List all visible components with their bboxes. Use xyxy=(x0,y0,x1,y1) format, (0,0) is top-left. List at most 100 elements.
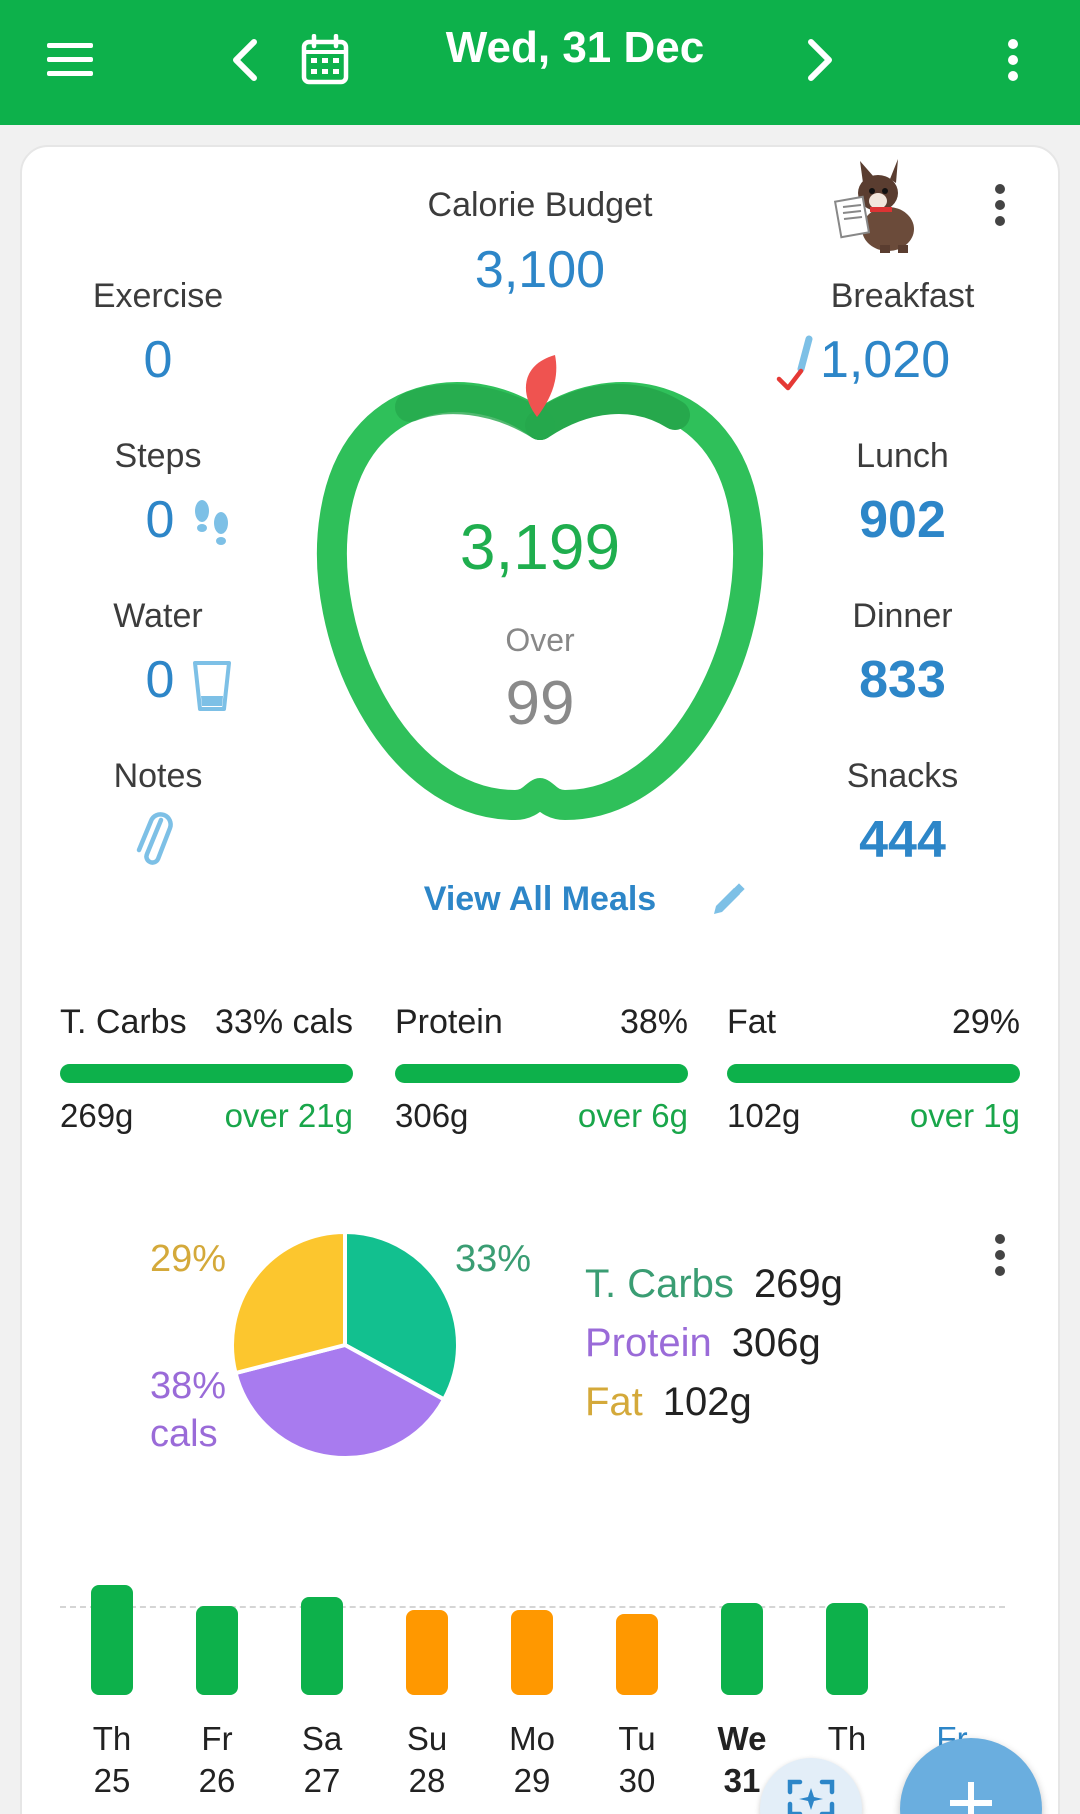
legend-label: Fat xyxy=(585,1380,643,1424)
over-value: 99 xyxy=(505,669,575,738)
legend-grams: 306g xyxy=(731,1321,821,1365)
macro-name: Protein xyxy=(395,1003,503,1041)
legend-item: Protein 306g xyxy=(585,1321,821,1366)
day-label[interactable]: Fr 26 xyxy=(177,1718,257,1802)
legend-grams: 102g xyxy=(662,1380,752,1424)
day-of-week: Th xyxy=(827,1720,867,1757)
more-vert-icon[interactable] xyxy=(985,20,1040,100)
day-date: 31 xyxy=(723,1762,761,1799)
macro-pie-chart[interactable] xyxy=(225,1225,465,1465)
paperclip-icon[interactable] xyxy=(135,810,175,870)
macro-progress-bar xyxy=(395,1064,688,1083)
day-bar[interactable] xyxy=(196,1606,238,1695)
day-of-week: Tu xyxy=(618,1720,656,1757)
day-bar[interactable] xyxy=(826,1603,868,1695)
pie-slice-fat xyxy=(230,1229,347,1376)
day-bar[interactable] xyxy=(721,1603,763,1695)
calorie-budget-value[interactable]: 3,100 xyxy=(474,241,606,299)
calendar-icon[interactable] xyxy=(290,18,360,102)
view-all-meals-link[interactable]: View All Meals xyxy=(423,880,657,918)
pie-label-protein-cals: cals xyxy=(150,1413,218,1455)
snacks-label: Snacks xyxy=(846,757,959,795)
steps-value[interactable]: 0 xyxy=(145,491,175,549)
day-bar[interactable] xyxy=(301,1597,343,1695)
notes-label: Notes xyxy=(113,757,203,795)
lunch-value[interactable]: 902 xyxy=(859,491,946,549)
breakfast-label: Breakfast xyxy=(830,277,975,315)
day-bar[interactable] xyxy=(406,1609,448,1695)
day-date: 29 xyxy=(513,1762,551,1799)
lunch-label: Lunch xyxy=(856,437,949,475)
day-of-week: Fr xyxy=(201,1720,233,1757)
macro-grams: 102g xyxy=(727,1097,801,1134)
pie-more-icon[interactable] xyxy=(980,1230,1020,1280)
day-label[interactable]: Su 28 xyxy=(387,1718,467,1802)
chevron-right-icon[interactable] xyxy=(785,20,855,100)
edit-pencil-icon[interactable] xyxy=(708,882,746,920)
legend-item: T. Carbs 269g xyxy=(585,1262,843,1307)
budget-line xyxy=(60,1606,1005,1608)
water-label: Water xyxy=(113,597,203,635)
breakfast-value[interactable]: 1,020 xyxy=(820,331,951,389)
water-glass-icon[interactable] xyxy=(192,660,232,712)
macro-over-status: over 21g xyxy=(224,1097,353,1134)
day-of-week: Sa xyxy=(301,1720,343,1757)
day-date: 30 xyxy=(618,1762,656,1799)
day-of-week: Mo xyxy=(509,1720,555,1757)
macro-name: T. Carbs xyxy=(60,1003,187,1041)
day-date: 26 xyxy=(198,1762,236,1799)
day-date: 27 xyxy=(303,1762,341,1799)
day-of-week: We xyxy=(717,1720,767,1757)
legend-grams: 269g xyxy=(753,1262,843,1306)
day-date: 25 xyxy=(93,1762,131,1799)
dinner-label: Dinner xyxy=(852,597,953,635)
ai-scan-icon xyxy=(787,1779,835,1814)
macro-name: Fat xyxy=(727,1003,777,1041)
legend-label: Protein xyxy=(585,1321,712,1365)
day-label[interactable]: Th xyxy=(807,1718,887,1760)
pie-slice-protein xyxy=(233,1342,447,1460)
exercise-label: Exercise xyxy=(92,277,224,315)
macro-percent: 33% cals xyxy=(215,1003,353,1041)
water-value[interactable]: 0 xyxy=(145,651,175,709)
pie-label-fat: 29% xyxy=(150,1238,227,1280)
day-date: 28 xyxy=(408,1762,446,1799)
footsteps-icon[interactable] xyxy=(190,495,234,551)
legend-item: Fat 102g xyxy=(585,1380,752,1425)
day-label[interactable]: Tu 30 xyxy=(597,1718,677,1802)
pie-slice-carbs xyxy=(343,1229,460,1403)
plus-icon xyxy=(950,1782,992,1814)
calories-eaten-value: 3,199 xyxy=(459,511,621,583)
card-more-icon[interactable] xyxy=(980,180,1020,230)
hamburger-menu-icon[interactable] xyxy=(30,20,110,100)
day-bar[interactable] xyxy=(616,1614,658,1695)
day-bar[interactable] xyxy=(91,1584,133,1695)
exercise-value[interactable]: 0 xyxy=(143,331,173,389)
macro-progress-bar xyxy=(60,1064,353,1083)
macro-grams: 269g xyxy=(60,1097,134,1134)
macro-grams: 306g xyxy=(395,1097,469,1134)
day-label[interactable]: Mo 29 xyxy=(492,1718,572,1802)
snacks-value[interactable]: 444 xyxy=(859,811,946,869)
top-app-bar: Wed, 31 Dec xyxy=(0,0,1080,125)
day-of-week: Su xyxy=(406,1720,448,1757)
day-bar[interactable] xyxy=(511,1609,553,1695)
apple-calorie-ring[interactable] xyxy=(315,345,765,835)
pie-label-protein: 38% xyxy=(150,1365,227,1407)
macro-percent: 29% xyxy=(951,1003,1020,1041)
day-label[interactable]: Th 25 xyxy=(72,1718,152,1802)
date-title[interactable]: Wed, 31 Dec xyxy=(445,23,705,72)
steps-label: Steps xyxy=(114,437,202,475)
legend-label: T. Carbs xyxy=(585,1262,734,1306)
chevron-left-icon[interactable] xyxy=(210,20,280,100)
macro-over-status: over 6g xyxy=(577,1097,688,1134)
macro-progress-bar xyxy=(727,1064,1020,1083)
macro-percent: 38% xyxy=(619,1003,688,1041)
dinner-value[interactable]: 833 xyxy=(859,651,946,709)
dog-mascot-icon[interactable] xyxy=(830,155,925,255)
day-label[interactable]: We 31 xyxy=(702,1718,782,1802)
day-label[interactable]: Sa 27 xyxy=(282,1718,362,1802)
pie-label-carbs: 33% xyxy=(455,1238,532,1280)
macro-over-status: over 1g xyxy=(909,1097,1020,1134)
day-of-week: Th xyxy=(92,1720,132,1757)
